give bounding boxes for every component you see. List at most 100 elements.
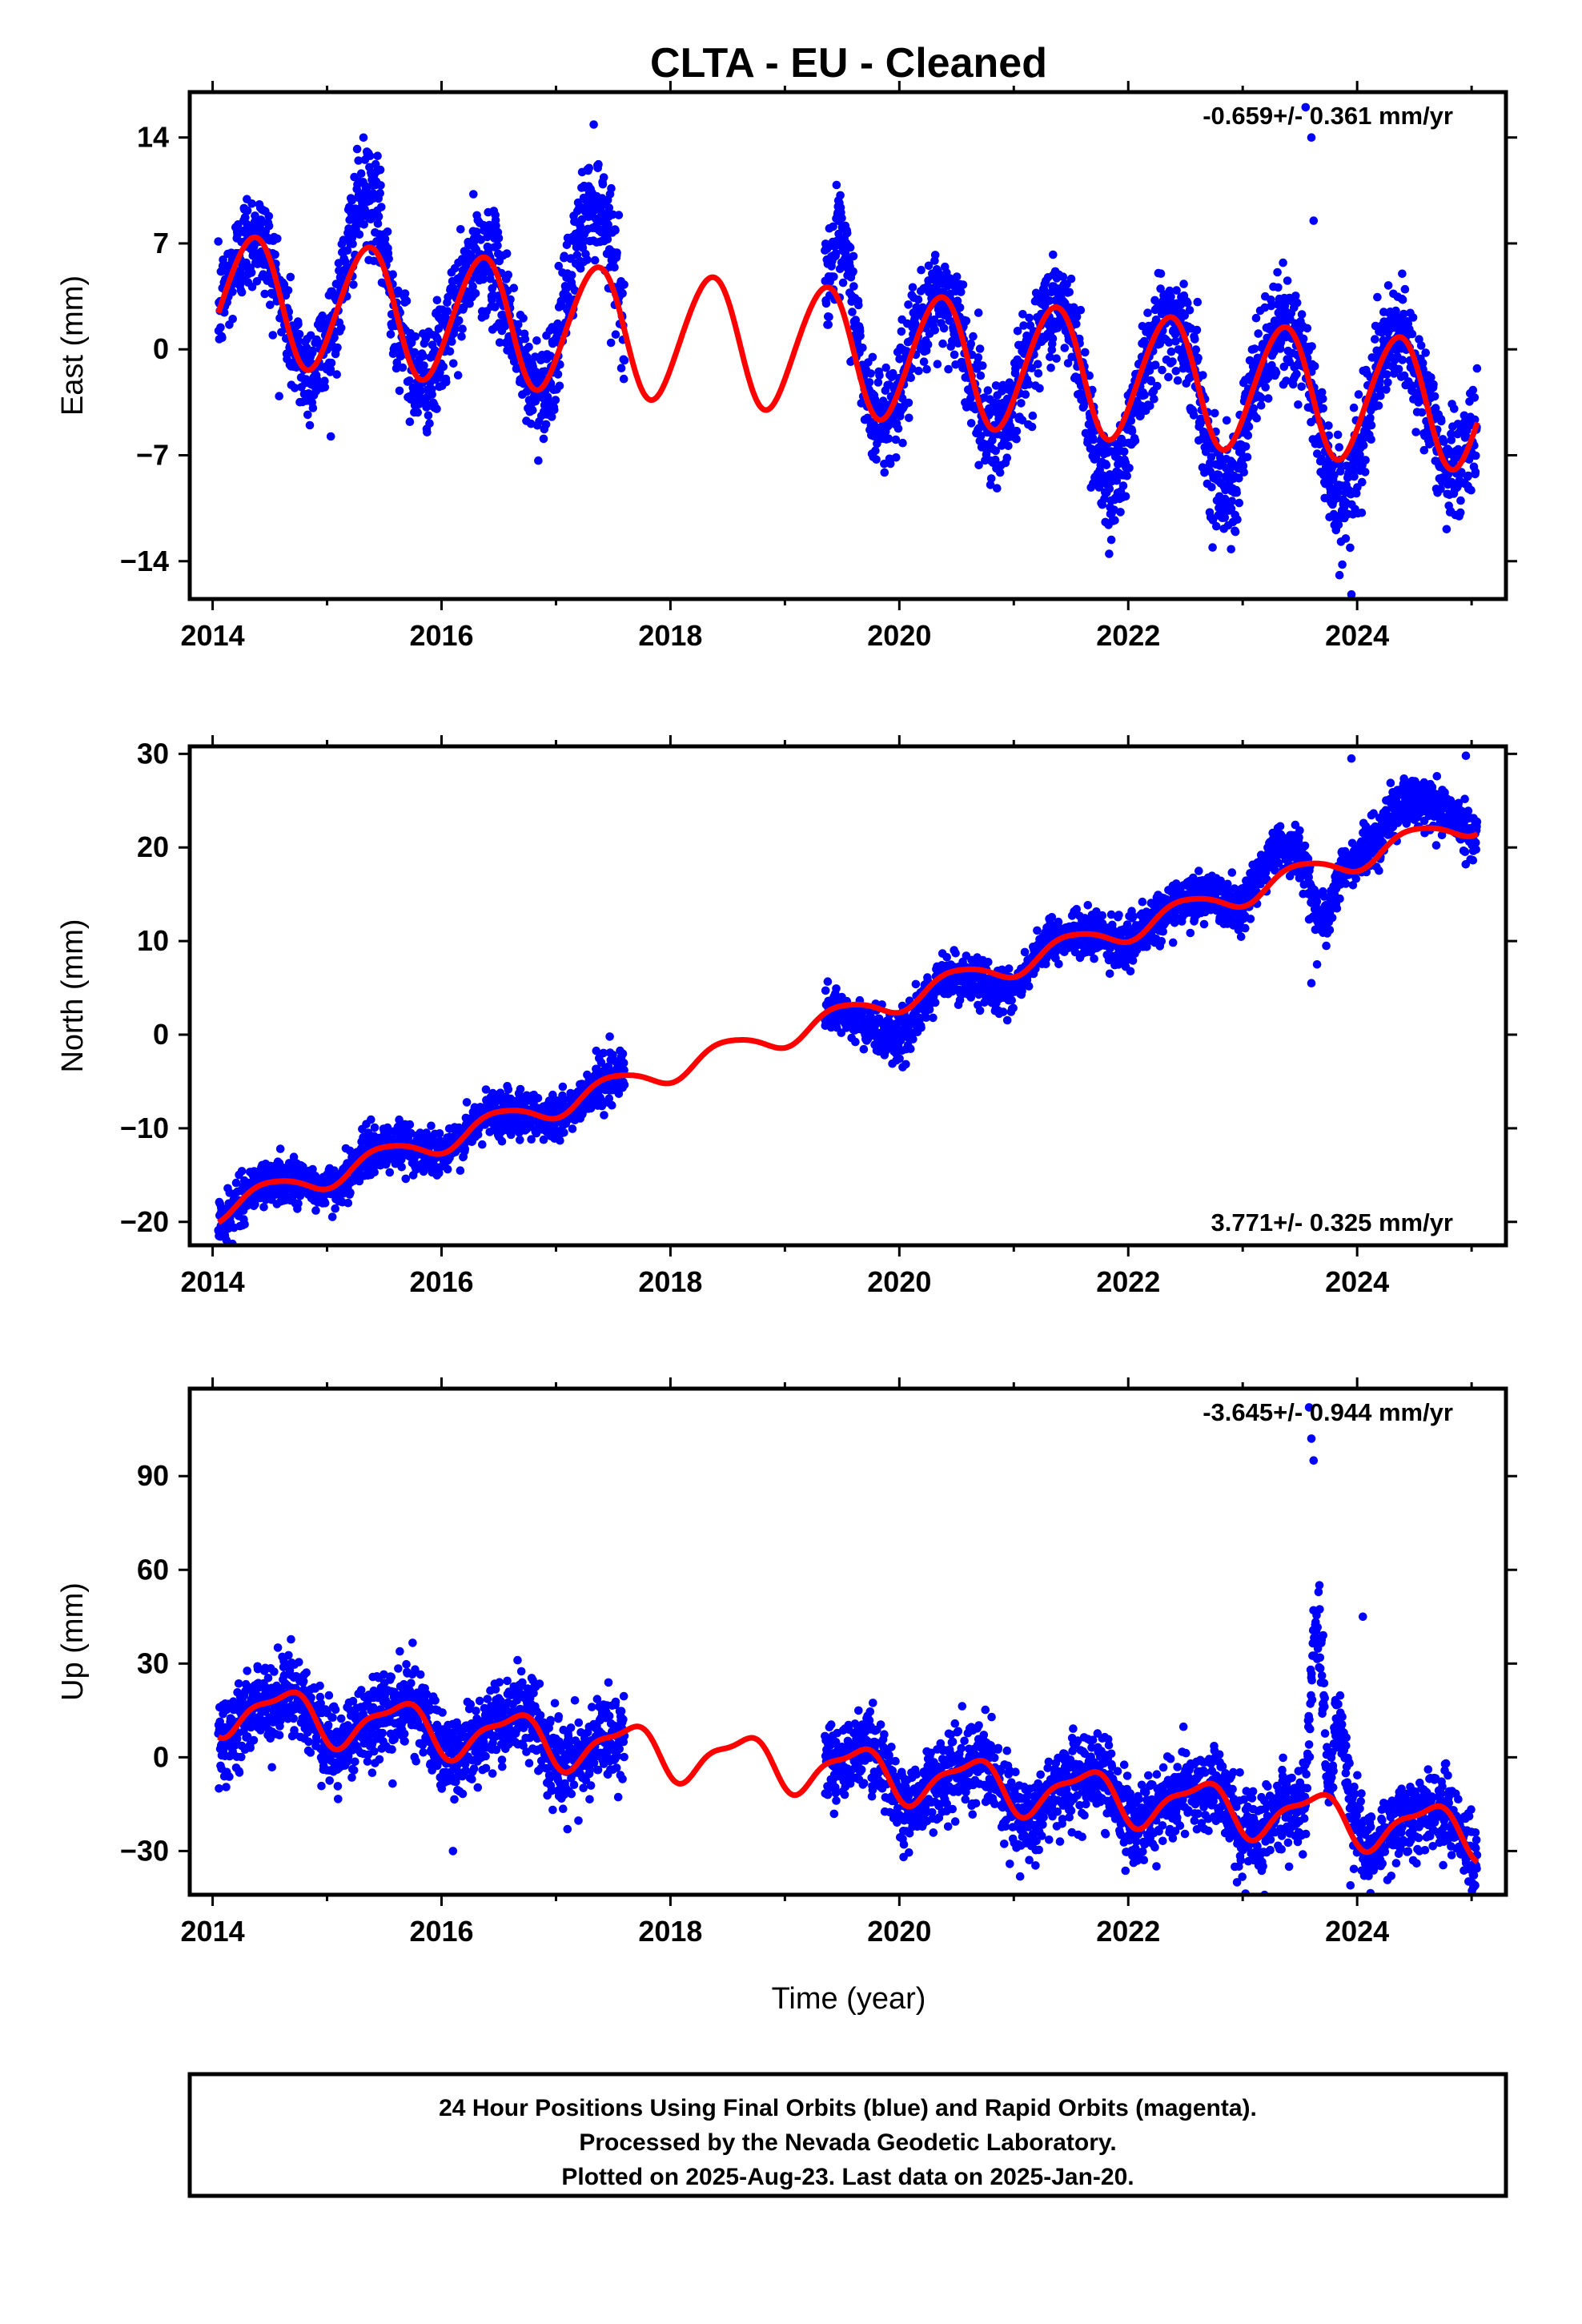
east-data-point (1012, 426, 1022, 436)
east-y-tick-label: 14 (137, 121, 169, 154)
east-data-point (995, 468, 1005, 477)
figure-title: CLTA - EU - Cleaned (650, 40, 1047, 86)
east-data-point (1166, 347, 1176, 356)
east-data-point (1085, 371, 1094, 380)
east-data-point (1048, 334, 1058, 344)
north-data-point (558, 1082, 568, 1092)
east-data-point (1383, 281, 1393, 290)
east-data-point (359, 133, 368, 143)
east-data-point (1251, 313, 1261, 323)
east-data-point (1307, 342, 1316, 351)
east-data-point (986, 474, 996, 483)
east-data-point (1376, 391, 1385, 400)
east-data-point (576, 264, 585, 273)
east-data-point (1361, 456, 1370, 464)
east-data-point (1199, 371, 1207, 380)
north-data-point (823, 977, 833, 986)
east-data-point (264, 221, 274, 231)
east-data-point (356, 169, 366, 178)
east-data-point (1382, 370, 1391, 379)
east-data-point (333, 343, 342, 352)
east-data-point (1366, 413, 1375, 423)
north-data-point (605, 1032, 614, 1041)
east-data-point (271, 250, 279, 259)
east-data-point (275, 392, 284, 401)
east-data-point (1153, 381, 1162, 391)
east-data-point (590, 255, 600, 265)
east-data-point (1367, 435, 1375, 444)
east-data-point (953, 296, 962, 306)
east-data-point (1472, 451, 1480, 460)
east-data-point (1116, 508, 1125, 517)
east-y-tick-label: 0 (153, 332, 169, 365)
east-data-point (260, 289, 270, 299)
north-plot-area (214, 751, 1482, 1245)
east-data-point (491, 303, 500, 312)
east-data-point (977, 432, 986, 440)
east-data-point (1373, 292, 1382, 302)
east-y-tick-label: 7 (153, 227, 169, 259)
east-data-point (897, 394, 907, 403)
east-data-point (1192, 325, 1202, 335)
east-data-point (1232, 488, 1241, 497)
east-data-point (974, 460, 983, 470)
east-data-point (347, 233, 357, 243)
east-data-point (1421, 348, 1430, 357)
east-data-point (917, 265, 926, 275)
east-outlier-point (1309, 216, 1319, 225)
east-plot-area (214, 103, 1482, 599)
east-data-point (1151, 360, 1160, 370)
east-data-point (1324, 421, 1333, 430)
east-data-point (455, 316, 464, 325)
north-data-point (287, 1171, 296, 1180)
east-data-point (1122, 471, 1131, 480)
east-data-point (1072, 312, 1082, 321)
east-data-point (1025, 313, 1034, 323)
east-data-point (388, 270, 398, 279)
east-data-point (1267, 301, 1276, 311)
east-data-point (1334, 520, 1343, 529)
east-data-point (1243, 452, 1252, 462)
east-data-point (938, 339, 947, 348)
east-data-point (880, 468, 889, 477)
east-data-point (1233, 515, 1242, 524)
north-data-point (608, 1100, 616, 1110)
east-data-point (1191, 335, 1199, 344)
east-data-point (1066, 274, 1076, 283)
north-data-point (592, 1046, 601, 1055)
east-data-point (1164, 372, 1173, 382)
east-data-point (1382, 385, 1391, 394)
east-data-point (923, 340, 933, 349)
east-data-point (308, 404, 318, 412)
east-data-point (1470, 415, 1480, 424)
east-data-point (848, 308, 857, 316)
east-data-point (1089, 435, 1098, 444)
east-data-point (1208, 543, 1217, 552)
east-data-point (306, 331, 315, 340)
east-data-point (1156, 284, 1165, 293)
north-data-point (821, 986, 830, 995)
east-data-point (584, 163, 594, 173)
east-data-point (1418, 359, 1427, 368)
east-data-point (866, 369, 875, 378)
east-data-point (268, 331, 278, 340)
east-rate-label: -0.659+/- 0.361 mm/yr (1203, 102, 1453, 130)
east-data-point (375, 165, 385, 175)
east-data-point (904, 300, 913, 309)
east-data-point (1292, 298, 1302, 308)
east-data-point (1156, 269, 1166, 279)
east-data-point (924, 261, 934, 271)
east-data-point (374, 211, 383, 221)
east-x-tick-label: 2016 (409, 619, 473, 652)
east-data-point (1191, 345, 1201, 354)
east-data-point (1333, 430, 1343, 440)
east-data-point (562, 240, 572, 250)
east-data-point (1173, 376, 1182, 385)
east-data-point (1335, 443, 1343, 452)
east-data-point (1358, 477, 1367, 487)
east-data-point (610, 263, 619, 272)
east-data-point (865, 378, 874, 387)
east-data-point (976, 371, 986, 380)
east-data-point (1012, 434, 1021, 444)
